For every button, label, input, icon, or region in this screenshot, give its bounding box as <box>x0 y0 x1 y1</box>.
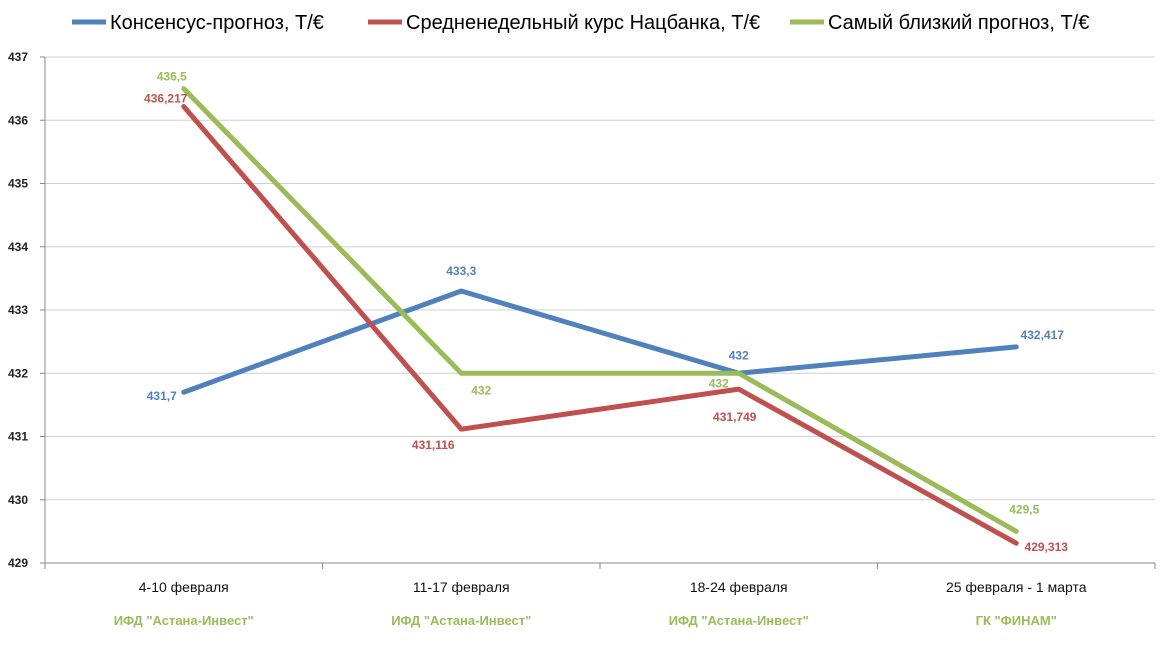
data-label: 429,5 <box>1009 502 1039 516</box>
data-label: 433,3 <box>446 264 476 278</box>
data-label: 431,749 <box>713 410 757 424</box>
y-tick-label: 433 <box>8 303 28 317</box>
source-label: ИФД "Астана-Инвест" <box>669 613 809 628</box>
source-label: ИФД "Астана-Инвест" <box>391 613 531 628</box>
series-line-3 <box>181 86 1019 534</box>
data-label: 436,5 <box>157 70 187 84</box>
data-label: 432,417 <box>1021 328 1065 342</box>
series-line-1 <box>181 288 1019 395</box>
data-label: 431,7 <box>147 389 177 403</box>
x-tick-label: 25 февраля - 1 марта <box>946 579 1087 595</box>
y-tick-label: 432 <box>8 366 28 380</box>
y-tick-label: 431 <box>8 430 28 444</box>
y-tick-label: 435 <box>8 177 28 191</box>
legend-label-1: Консенсус-прогноз, Т/€ <box>110 12 324 34</box>
x-tick-label: 4-10 февраля <box>139 579 229 595</box>
y-tick-label: 429 <box>8 556 28 570</box>
y-tick-label: 437 <box>8 50 28 64</box>
data-label: 432 <box>729 348 749 362</box>
y-tick-label: 430 <box>8 493 28 507</box>
data-label: 429,313 <box>1025 540 1069 554</box>
legend-label-2: Средненедельный курс Нацбанка, Т/€ <box>406 12 760 34</box>
data-label: 431,116 <box>412 438 455 452</box>
x-tick-label: 18-24 февраля <box>690 579 788 595</box>
source-label: ИФД "Астана-Инвест" <box>114 613 254 628</box>
y-tick-label: 434 <box>8 240 28 254</box>
source-label: ГК "ФИНАМ" <box>976 613 1057 628</box>
data-label: 432 <box>471 383 491 397</box>
y-tick-label: 436 <box>8 113 28 127</box>
series-line-2 <box>181 104 1019 546</box>
data-label: 432 <box>709 376 729 390</box>
data-label: 436,217 <box>144 92 188 106</box>
legend-label-3: Самый близкий прогноз, Т/€ <box>828 12 1089 34</box>
x-tick-label: 11-17 февраля <box>413 579 510 595</box>
